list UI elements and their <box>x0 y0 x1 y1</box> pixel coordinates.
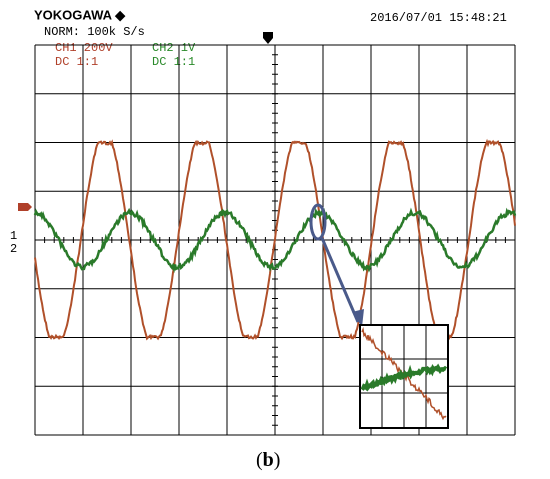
trigger-level-marker <box>18 203 32 211</box>
ch1-coupling: DC 1:1 <box>55 55 98 69</box>
inset-ch2 <box>360 363 448 392</box>
ch1-marker: 1 <box>10 229 17 243</box>
timestamp: 2016/07/01 15:48:21 <box>370 11 507 25</box>
ch1-scale: CH1 200V <box>55 41 113 55</box>
zoom-arrowhead <box>352 309 364 327</box>
ch2-scale: CH2 1V <box>152 41 196 55</box>
caption-close: ) <box>274 449 281 471</box>
acquisition-mode: NORM: 100k S/s <box>44 25 145 39</box>
caption-open: ( <box>256 449 263 471</box>
graticule <box>34 44 516 436</box>
zoom-arrow <box>320 237 360 323</box>
zoom-highlight <box>309 203 327 241</box>
ch2-marker: 2 <box>10 242 17 256</box>
caption: (b) <box>256 449 280 471</box>
ch2-waveform <box>33 207 517 274</box>
brand: YOKOGAWA ◆ <box>34 7 126 22</box>
trigger-position-marker <box>263 32 273 44</box>
zoom-inset <box>359 324 449 429</box>
ch2-coupling: DC 1:1 <box>152 55 195 69</box>
caption-label: b <box>263 449 274 471</box>
